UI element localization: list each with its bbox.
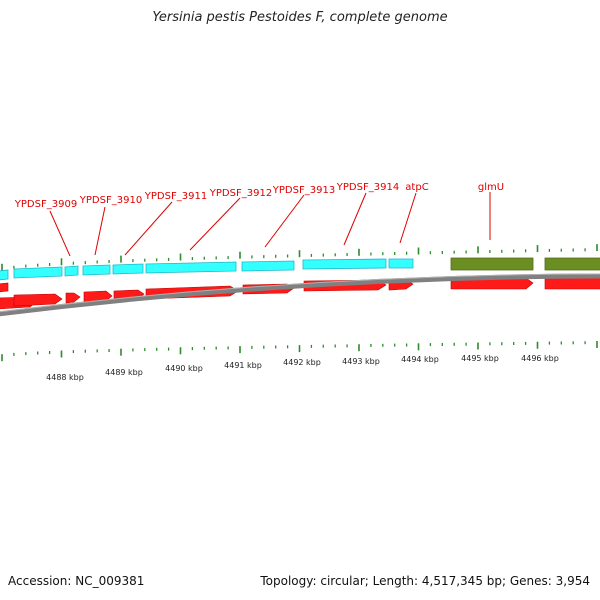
axis-label: 4496 kbp xyxy=(521,354,559,363)
genome-backbone-highlight xyxy=(0,273,600,313)
gene-labels: YPDSF_3909 YPDSF_3910 YPDSF_3911 YPDSF_3… xyxy=(14,182,504,210)
gene-bar[interactable] xyxy=(82,264,111,276)
gene-bar[interactable] xyxy=(112,263,144,275)
axis-label: 4495 kbp xyxy=(461,354,499,363)
gene-bar[interactable] xyxy=(302,258,387,270)
cds-arrow[interactable] xyxy=(0,282,9,293)
axis-label: 4494 kbp xyxy=(401,355,439,364)
gene-bar[interactable] xyxy=(64,265,79,277)
cds-arrow[interactable] xyxy=(13,293,63,307)
gene-bar[interactable] xyxy=(13,266,63,279)
gene-label-glmu[interactable]: glmU xyxy=(478,182,504,193)
gene-bar-glmu[interactable] xyxy=(450,257,534,271)
gene-label-ypdsf-3911[interactable]: YPDSF_3911 xyxy=(144,191,207,202)
leader-ypdsf-3910 xyxy=(94,206,106,256)
bottom-tick-row xyxy=(1,341,598,362)
gene-track-cyan xyxy=(0,258,414,281)
gene-label-ypdsf-3914[interactable]: YPDSF_3914 xyxy=(336,182,399,193)
cds-arrow[interactable] xyxy=(83,290,113,303)
leader-ypdsf-3914 xyxy=(343,192,367,246)
gene-bar[interactable] xyxy=(241,260,295,272)
axis-label: 4490 kbp xyxy=(165,364,203,373)
axis-labels: 4488 kbp 4489 kbp 4490 kbp 4491 kbp 4492… xyxy=(46,354,559,382)
axis-label: 4493 kbp xyxy=(342,357,380,366)
axis-label: 4492 kbp xyxy=(283,358,321,367)
gene-label-ypdsf-3913[interactable]: YPDSF_3913 xyxy=(272,185,335,196)
cds-arrow[interactable] xyxy=(544,277,600,290)
gene-bar[interactable] xyxy=(0,269,9,281)
gene-label-atpc[interactable]: atpC xyxy=(405,182,428,193)
leader-ypdsf-3911 xyxy=(124,201,173,256)
leader-atpc xyxy=(399,192,417,244)
leader-ypdsf-3912 xyxy=(189,197,241,251)
gene-bar[interactable] xyxy=(388,258,414,269)
map-title: Yersinia pestis Pestoides F, complete ge… xyxy=(152,10,448,25)
gene-label-lines xyxy=(49,192,491,257)
gene-label-ypdsf-3912[interactable]: YPDSF_3912 xyxy=(209,188,272,199)
gene-label-ypdsf-3910[interactable]: YPDSF_3910 xyxy=(79,195,142,206)
cds-arrow[interactable] xyxy=(65,292,81,304)
axis-label: 4488 kbp xyxy=(46,373,84,382)
gene-label-ypdsf-3909[interactable]: YPDSF_3909 xyxy=(14,199,77,210)
top-tick-row xyxy=(1,244,598,271)
genome-summary-text: Topology: circular; Length: 4,517,345 bp… xyxy=(260,574,590,588)
axis-label: 4491 kbp xyxy=(224,361,262,370)
gene-bar[interactable] xyxy=(544,257,600,271)
genome-backbone xyxy=(0,273,600,317)
leader-ypdsf-3913 xyxy=(264,194,305,248)
leader-ypdsf-3909 xyxy=(49,210,71,257)
gene-bar[interactable] xyxy=(145,261,237,274)
axis-label: 4489 kbp xyxy=(105,368,143,377)
accession-text: Accession: NC_009381 xyxy=(8,574,145,588)
gene-track-olive xyxy=(450,257,600,271)
